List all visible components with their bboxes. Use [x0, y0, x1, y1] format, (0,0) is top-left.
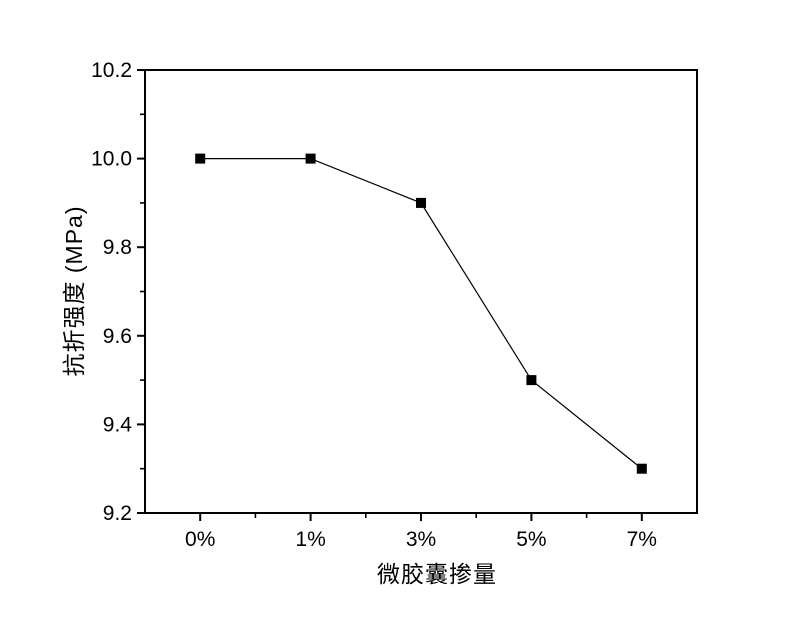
- y-tick-label: 9.4: [103, 413, 133, 436]
- data-point-marker: [305, 153, 316, 164]
- x-tick-label: 1%: [295, 528, 325, 551]
- y-tick-label: 10.2: [91, 59, 132, 82]
- data-point-marker: [195, 153, 206, 164]
- y-tick-label: 9.8: [103, 236, 132, 259]
- x-tick-label: 0%: [185, 528, 215, 551]
- data-point-marker: [416, 197, 426, 208]
- x-axis-title: 微胶囊掺量: [377, 561, 497, 587]
- data-point-marker: [526, 375, 537, 386]
- x-tick-label: 5%: [516, 528, 546, 551]
- x-tick-label: 7%: [627, 528, 657, 551]
- y-tick-label: 10.0: [91, 148, 132, 171]
- data-point-marker: [636, 463, 647, 474]
- y-axis-title: 抗折强度 (MPa): [61, 205, 87, 377]
- x-tick-label: 3%: [406, 528, 436, 551]
- y-tick-label: 9.2: [103, 502, 132, 525]
- y-tick-label: 9.6: [103, 325, 132, 348]
